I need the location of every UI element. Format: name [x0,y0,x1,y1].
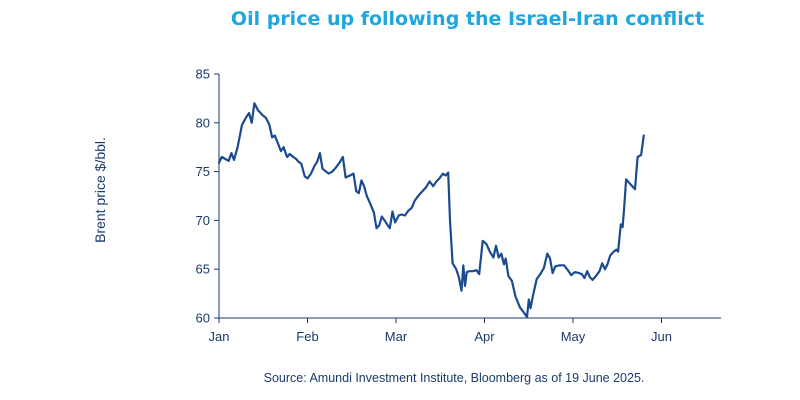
x-tick-label: May [561,329,586,344]
series-line-brent [217,102,645,319]
source-note: Source: Amundi Investment Institute, Blo… [263,371,645,385]
y-tick-label: 70 [196,213,210,228]
x-tick-label: Jan [209,329,230,344]
x-tick-label: Apr [474,329,495,344]
y-tick-label: 80 [196,115,210,130]
chart-title: Oil price up following the Israel-Iran c… [230,8,705,30]
y-tick-label: 60 [196,311,210,326]
x-tick-label: Feb [296,329,318,344]
x-tick-label: Mar [385,329,408,344]
y-tick-label: 85 [196,67,210,82]
plot-group [217,102,645,319]
y-tick-label: 75 [196,164,210,179]
x-tick-label: Jun [651,329,672,344]
axes-group: 60 65 70 75 80 85 Jan Feb Mar Apr May Jun [196,67,721,344]
y-tick-label: 65 [196,262,210,277]
